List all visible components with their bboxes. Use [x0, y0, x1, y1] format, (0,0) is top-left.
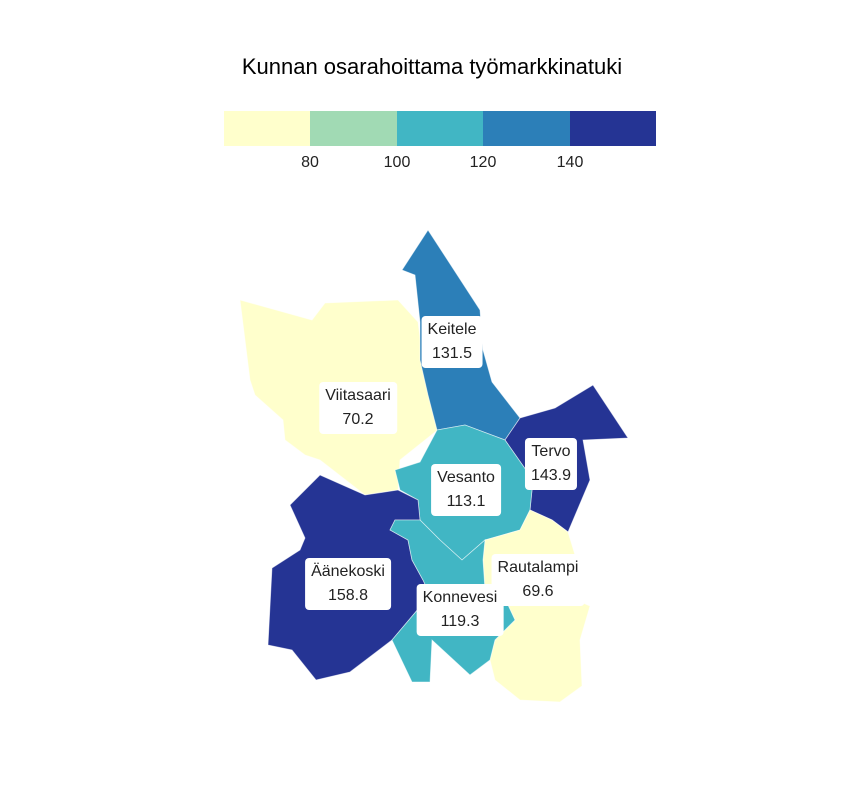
- region-name: Keitele: [427, 321, 477, 338]
- region-value: 158.8: [327, 587, 369, 604]
- region-name: Viitasaari: [325, 387, 391, 404]
- region-value: 131.5: [431, 345, 473, 362]
- label-keitele: Keitele 131.5: [421, 316, 483, 368]
- legend-swatch-1: [224, 111, 311, 146]
- legend-swatch-4: [483, 111, 570, 146]
- region-name: Vesanto: [437, 469, 495, 486]
- label-aanekoski: Äänekoski 158.8: [305, 558, 391, 610]
- region-name: Konnevesi: [422, 589, 498, 606]
- legend-tick-140: 140: [556, 154, 584, 171]
- region-name: Rautalampi: [497, 559, 579, 576]
- region-name: Tervo: [531, 443, 571, 460]
- legend-tick-120: 120: [469, 154, 497, 171]
- legend-tick-80: 80: [301, 154, 319, 171]
- color-legend: [224, 111, 657, 146]
- map-title: Kunnan osarahoittama työmarkkinatuki: [241, 54, 623, 79]
- region-name: Äänekoski: [311, 563, 385, 580]
- region-value: 119.3: [440, 613, 480, 630]
- region-value: 143.9: [530, 467, 572, 484]
- label-konnevesi: Konnevesi 119.3: [416, 584, 504, 636]
- region-value: 69.6: [522, 583, 554, 600]
- label-viitasaari: Viitasaari 70.2: [319, 382, 397, 434]
- label-tervo: Tervo 143.9: [524, 438, 578, 490]
- legend-swatch-2: [310, 111, 397, 146]
- label-vesanto: Vesanto 113.1: [431, 464, 501, 516]
- legend-swatch-5: [569, 111, 657, 146]
- region-value: 70.2: [342, 411, 374, 428]
- label-rautalampi: Rautalampi 69.6: [491, 554, 585, 606]
- legend-swatch-3: [396, 111, 484, 146]
- legend-tick-100: 100: [383, 154, 411, 171]
- region-value: 113.1: [446, 493, 486, 510]
